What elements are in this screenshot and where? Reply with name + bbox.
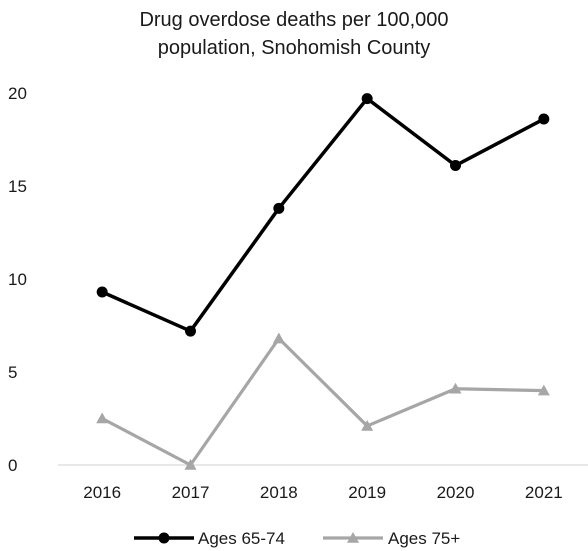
series-2-point-2020: [449, 382, 462, 394]
y-tick-label-10: 10: [8, 270, 27, 289]
x-tick-label-2021: 2021: [525, 483, 563, 502]
legend-marker-1: [158, 532, 170, 544]
series-2-point-2017: [184, 459, 197, 470]
series-line-2: [101, 336, 544, 467]
series-1-point-2016: [96, 286, 108, 298]
series-1-point-2021: [538, 113, 550, 125]
legend-label-2: Ages 75+: [388, 529, 460, 548]
series-line-1: [101, 96, 545, 333]
x-tick-label-2018: 2018: [260, 483, 298, 502]
x-tick-label-2020: 2020: [437, 483, 475, 502]
legend-marker-2: [347, 532, 359, 543]
chart-title: Drug overdose deaths per 100,000 populat…: [0, 6, 588, 62]
y-tick-label-0: 0: [8, 456, 17, 475]
series-1-point-2017: [185, 325, 196, 337]
series-2-point-2021: [537, 384, 550, 396]
y-tick-label-5: 5: [8, 363, 17, 382]
chart-title-line-2: population, Snohomish County: [157, 37, 431, 59]
series-1-point-2020: [450, 160, 461, 172]
x-tick-label-2016: 2016: [83, 483, 121, 502]
series-2-point-2018: [272, 332, 285, 344]
series-1-point-2018: [273, 202, 285, 214]
series-2-point-2016: [96, 412, 109, 424]
series-1-point-2019: [361, 93, 373, 105]
legend-label-1: Ages 65-74: [198, 529, 285, 548]
y-tick-label-20: 20: [8, 84, 27, 103]
x-tick-label-2017: 2017: [172, 483, 210, 502]
x-tick-label-2019: 2019: [348, 483, 386, 502]
chart-title-line-1: Drug overdose deaths per 100,000: [139, 9, 449, 31]
y-tick-label-15: 15: [8, 177, 27, 196]
series-2-point-2019: [361, 419, 374, 431]
